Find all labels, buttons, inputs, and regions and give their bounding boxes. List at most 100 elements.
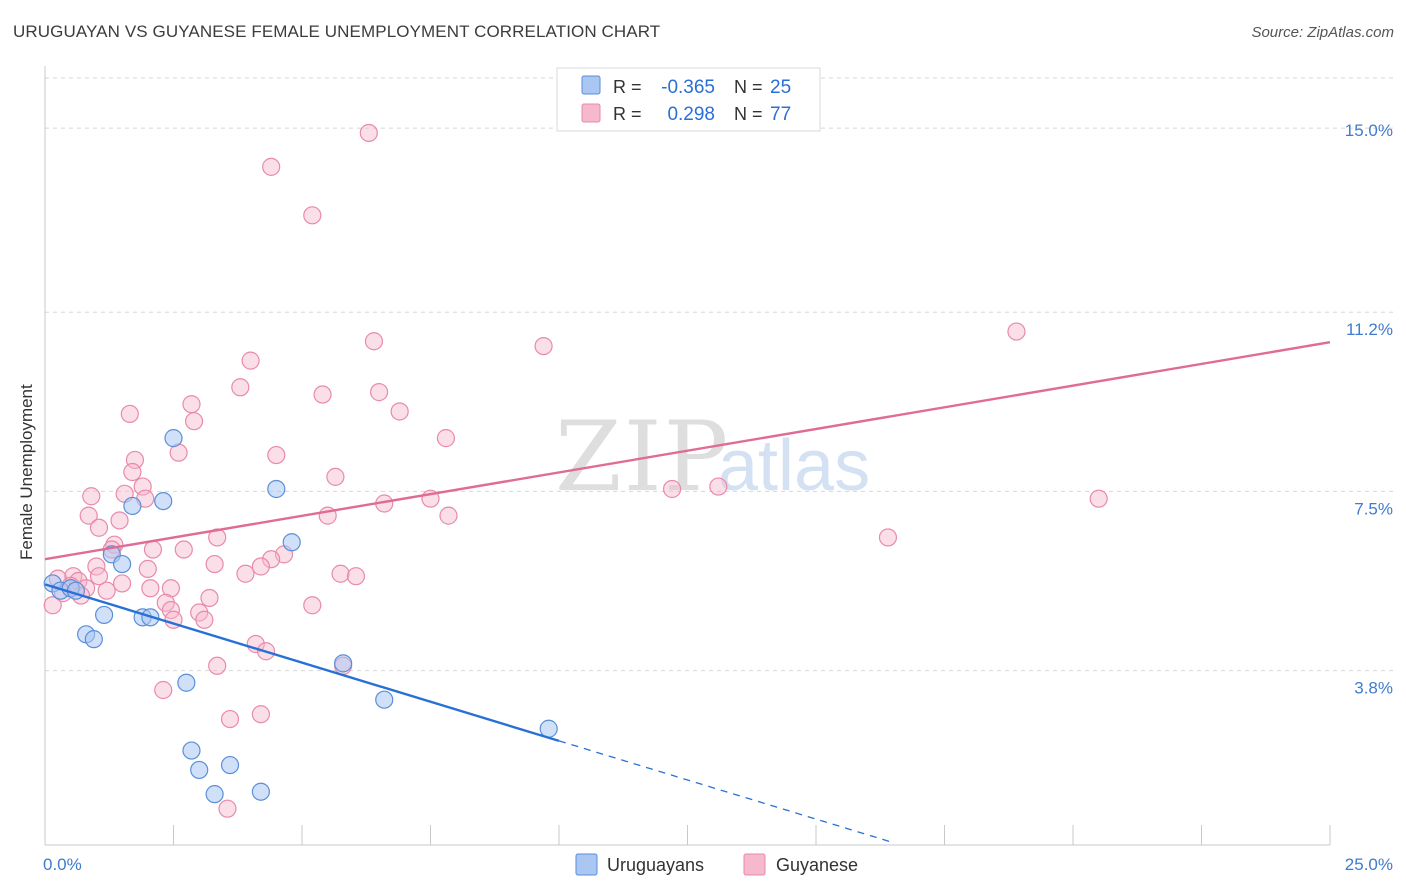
uruguayan-point: [267, 479, 286, 499]
guyanese-point: [251, 557, 270, 576]
guyanese-point: [359, 123, 378, 143]
y-tick-label: 7.5%: [1354, 499, 1393, 518]
uruguayan-trend-extension: [558, 740, 894, 844]
guyanese-point: [303, 206, 322, 225]
uruguayan-point: [282, 533, 301, 552]
guyanese-point: [364, 332, 384, 351]
uruguayan-point: [84, 630, 103, 649]
uruguayan-point: [205, 785, 224, 804]
guyanese-trend-line: [44, 341, 1331, 561]
series-label-uruguayans: Uruguayans: [607, 855, 704, 875]
trend-lines: [44, 341, 1331, 844]
y-tick-label: 15.0%: [1345, 121, 1393, 140]
uruguayan-point: [220, 755, 240, 775]
legend-n-value-1: 25: [770, 77, 791, 98]
guyanese-point: [123, 462, 142, 482]
guyanese-point: [174, 540, 193, 559]
guyanese-point: [241, 351, 260, 370]
guyanese-point: [220, 709, 240, 729]
guyanese-point: [79, 506, 98, 525]
legend-r-value-2: 0.298: [667, 104, 715, 125]
legend-r-value-1: -0.365: [661, 77, 715, 98]
guyanese-point: [1007, 322, 1026, 341]
guyanese-point: [141, 579, 160, 598]
guyanese-point: [205, 554, 224, 574]
guyanese-point: [390, 402, 409, 421]
uruguayan-point: [182, 741, 201, 760]
guyanese-point: [326, 467, 345, 486]
uruguayan-point: [375, 690, 394, 709]
guyanese-point: [208, 528, 227, 547]
guyanese-point: [89, 567, 109, 586]
guyanese-point: [89, 518, 109, 537]
uruguayan-point: [334, 654, 353, 673]
legend-r-label-1: R =: [613, 77, 642, 97]
guyanese-point: [236, 564, 255, 583]
guyanese-point: [313, 385, 332, 404]
guyanese-point: [262, 550, 281, 569]
guyanese-point: [303, 596, 322, 615]
y-tick-label: 3.8%: [1354, 679, 1393, 698]
x-tick-label: 25.0%: [1345, 855, 1393, 874]
legend-n-label-2: N =: [734, 104, 763, 124]
watermark: ZIP atlas: [555, 401, 870, 513]
uruguayan-point: [164, 429, 183, 448]
y-tick-label: 11.2%: [1346, 320, 1393, 339]
series-swatch-guyanese: [743, 853, 766, 876]
guyanese-point: [346, 567, 366, 586]
guyanese-point: [251, 705, 270, 724]
guyanese-point: [534, 336, 553, 356]
guyanese-point: [120, 404, 139, 424]
uruguayan-point: [112, 554, 132, 574]
series-legend: Uruguayans Guyanese: [575, 853, 858, 876]
uruguayan-trend-line: [44, 583, 560, 743]
uruguayan-point: [154, 491, 173, 511]
guyanese-point: [331, 564, 350, 583]
guyanese-point: [182, 395, 201, 414]
series-label-guyanese: Guyanese: [776, 855, 858, 875]
uruguayan-point: [177, 673, 196, 692]
guyanese-point: [154, 680, 173, 700]
guyanese-point: [709, 477, 728, 496]
chart-title: URUGUAYAN VS GUYANESE FEMALE UNEMPLOYMEN…: [13, 22, 661, 41]
guyanese-point: [662, 479, 682, 499]
source-label: Source: ZipAtlas.com: [1251, 24, 1394, 41]
guyanese-point: [262, 157, 281, 176]
uruguayan-point: [251, 782, 270, 801]
uruguayan-point: [190, 760, 209, 780]
guyanese-point: [143, 540, 163, 559]
guyanese-point: [878, 528, 898, 547]
guyanese-point: [208, 656, 227, 675]
guyanese-point: [195, 610, 214, 629]
legend-swatch-blue: [581, 75, 601, 95]
legend-n-label-1: N =: [734, 77, 763, 97]
correlation-legend: R = -0.365 N = 25 R = 0.298 N = 77: [556, 67, 821, 132]
guyanese-point: [97, 581, 116, 600]
uruguayan-point: [123, 496, 142, 516]
guyanese-point: [1089, 489, 1108, 508]
x-tick-label: 0.0%: [43, 855, 82, 874]
guyanese-point: [218, 799, 237, 818]
guyanese-point: [267, 445, 286, 465]
guyanese-point: [110, 511, 129, 530]
guyanese-point: [231, 378, 250, 397]
tick-labels: 3.8% 7.5% 11.2% 15.0% 0.0% 25.0%: [43, 121, 1393, 874]
guyanese-point: [439, 506, 458, 525]
legend-box: [556, 67, 821, 132]
guyanese-point: [82, 487, 101, 506]
guyanese-point: [184, 412, 204, 431]
watermark-atlas: atlas: [718, 426, 870, 506]
legend-r-label-2: R =: [613, 104, 642, 124]
axes: [44, 66, 1331, 846]
guyanese-point: [370, 383, 389, 402]
guyanese-point: [436, 429, 456, 448]
guyanese-point: [200, 588, 219, 608]
guyanese-point: [43, 596, 62, 615]
legend-n-value-2: 77: [770, 104, 791, 125]
guyanese-point: [138, 559, 157, 579]
guyanese-point: [112, 574, 132, 593]
watermark-zip: ZIP: [555, 401, 730, 513]
legend-swatch-pink: [581, 103, 601, 123]
uruguayan-point: [95, 605, 114, 625]
